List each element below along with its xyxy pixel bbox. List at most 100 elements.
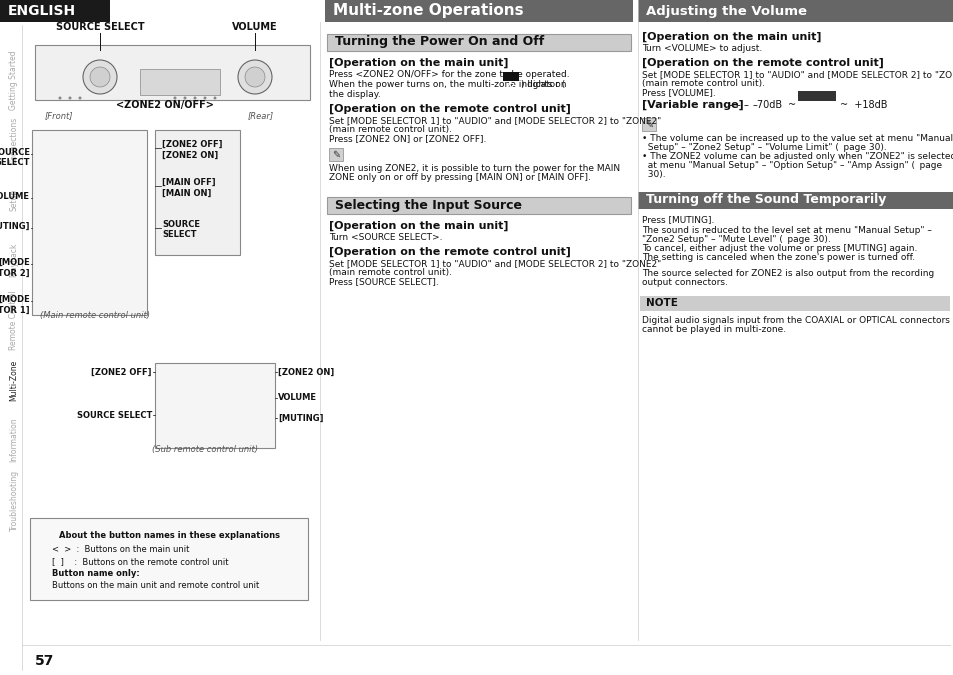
Circle shape: [237, 60, 272, 94]
Text: SOURCE
SELECT: SOURCE SELECT: [0, 148, 30, 167]
Text: Press [SOURCE SELECT].: Press [SOURCE SELECT].: [329, 277, 438, 286]
Bar: [154, 363, 274, 448]
Text: • The volume can be increased up to the value set at menu "Manual: • The volume can be increased up to the …: [641, 134, 952, 143]
Text: <ZONE2 ON/OFF>: <ZONE2 ON/OFF>: [116, 100, 213, 110]
Text: The source selected for ZONE2 is also output from the recording: The source selected for ZONE2 is also ou…: [641, 269, 933, 278]
Text: [MUTING]: [MUTING]: [0, 222, 30, 231]
Text: Set [MODE SELECTOR 1] to "AUDIO" and [MODE SELECTOR 2] to "ZONE2": Set [MODE SELECTOR 1] to "AUDIO" and [MO…: [329, 259, 660, 268]
Bar: [327, 197, 630, 214]
Text: Troubleshooting: Troubleshooting: [10, 469, 18, 531]
Text: When the power turns on, the multi-zone indicator (: When the power turns on, the multi-zone …: [329, 80, 565, 89]
Text: Multi-Zone: Multi-Zone: [10, 359, 18, 401]
Text: [Variable range]: [Variable range]: [641, 100, 743, 110]
Circle shape: [58, 97, 61, 99]
Bar: [638, 192, 953, 209]
Text: –70dB: –70dB: [752, 100, 782, 110]
Text: Set [MODE SELECTOR 1] to "AUDIO" and [MODE SELECTOR 2] to "ZONE2": Set [MODE SELECTOR 1] to "AUDIO" and [MO…: [329, 116, 660, 125]
Text: The setting is canceled when the zone's power is turned off.: The setting is canceled when the zone's …: [641, 253, 914, 262]
Text: [ZONE2 OFF]: [ZONE2 OFF]: [91, 367, 152, 377]
Text: Selecting the Input Source: Selecting the Input Source: [335, 198, 521, 211]
Text: (Sub remote control unit): (Sub remote control unit): [152, 445, 257, 454]
Text: Getting Started: Getting Started: [10, 50, 18, 110]
Text: Information: Information: [10, 418, 18, 462]
Text: [MODE
SELECTOR 1]: [MODE SELECTOR 1]: [0, 295, 30, 315]
Text: "Zone2 Setup" – "Mute Level" ( page 30).: "Zone2 Setup" – "Mute Level" ( page 30).: [641, 235, 830, 244]
Text: Turn <VOLUME> to adjust.: Turn <VOLUME> to adjust.: [641, 44, 761, 53]
Text: SOURCE
SELECT: SOURCE SELECT: [162, 220, 200, 240]
Bar: [639, 296, 949, 311]
Circle shape: [83, 60, 117, 94]
Text: 30).: 30).: [641, 170, 665, 179]
Bar: [0, 0, 110, 22]
Text: the display.: the display.: [329, 90, 380, 99]
Text: Press [MUTING].: Press [MUTING].: [641, 215, 714, 224]
Circle shape: [213, 97, 216, 99]
Text: Turning off the Sound Temporarily: Turning off the Sound Temporarily: [645, 194, 885, 207]
Circle shape: [90, 67, 110, 87]
Text: Digital audio signals input from the COAXIAL or OPTICAL connectors: Digital audio signals input from the COA…: [641, 316, 949, 325]
Text: Press [ZONE2 ON] or [ZONE2 OFF].: Press [ZONE2 ON] or [ZONE2 OFF].: [329, 134, 486, 143]
Text: [Operation on the remote control unit]: [Operation on the remote control unit]: [329, 104, 570, 114]
Text: Z2: Z2: [505, 82, 516, 88]
Text: Press <ZONE2 ON/OFF> for the zone to be operated.: Press <ZONE2 ON/OFF> for the zone to be …: [329, 70, 569, 79]
Text: Turn <SOURCE SELECT>.: Turn <SOURCE SELECT>.: [329, 233, 442, 242]
Text: ~: ~: [787, 100, 796, 110]
Text: ) lights on: ) lights on: [520, 80, 566, 89]
Bar: [35, 45, 310, 100]
Text: [Operation on the remote control unit]: [Operation on the remote control unit]: [329, 247, 570, 257]
Bar: [327, 34, 630, 51]
Text: Adjusting the Volume: Adjusting the Volume: [645, 5, 806, 18]
Text: [MODE
SELECTOR 2]: [MODE SELECTOR 2]: [0, 258, 30, 277]
Text: [Rear]: [Rear]: [248, 111, 274, 120]
Text: –40dB: –40dB: [801, 101, 831, 110]
Text: (main remote control unit).: (main remote control unit).: [329, 268, 452, 277]
Text: ZONE only on or off by pressing [MAIN ON] or [MAIN OFF].: ZONE only on or off by pressing [MAIN ON…: [329, 173, 590, 182]
Circle shape: [78, 97, 81, 99]
Text: Connections: Connections: [10, 116, 18, 163]
Text: [ZONE2 OFF]
[ZONE2 ON]: [ZONE2 OFF] [ZONE2 ON]: [162, 140, 222, 159]
Circle shape: [245, 67, 265, 87]
Circle shape: [173, 97, 176, 99]
Text: VOLUME: VOLUME: [277, 394, 316, 402]
Text: <  >  :  Buttons on the main unit: < > : Buttons on the main unit: [52, 545, 190, 554]
Text: [Operation on the remote control unit]: [Operation on the remote control unit]: [641, 58, 882, 68]
Text: Remote Control: Remote Control: [10, 290, 18, 350]
Text: [MAIN OFF]
[MAIN ON]: [MAIN OFF] [MAIN ON]: [162, 178, 215, 197]
Text: Multi-zone Operations: Multi-zone Operations: [333, 3, 523, 18]
Bar: [638, 0, 953, 22]
Circle shape: [193, 97, 196, 99]
Text: [Operation on the main unit]: [Operation on the main unit]: [329, 221, 508, 232]
Text: Setup" – "Zone2 Setup" – "Volume Limit" ( page 30).: Setup" – "Zone2 Setup" – "Volume Limit" …: [641, 143, 886, 152]
Bar: [502, 72, 518, 81]
Text: VOLUME: VOLUME: [232, 22, 277, 32]
Text: [Operation on the main unit]: [Operation on the main unit]: [329, 58, 508, 68]
Bar: [30, 518, 308, 600]
Text: [MUTING]: [MUTING]: [277, 414, 323, 423]
Text: – – –: – – –: [727, 100, 748, 110]
Bar: [329, 148, 343, 161]
Text: ENGLISH: ENGLISH: [8, 4, 76, 18]
Text: [Front]: [Front]: [45, 111, 73, 120]
Circle shape: [183, 97, 186, 99]
Text: cannot be played in multi-zone.: cannot be played in multi-zone.: [641, 325, 785, 334]
Bar: [641, 118, 656, 131]
Text: ✎: ✎: [644, 119, 653, 130]
Bar: [154, 130, 240, 255]
Text: output connectors.: output connectors.: [641, 278, 727, 287]
Text: Turning the Power On and Off: Turning the Power On and Off: [335, 36, 543, 49]
Text: Setup: Setup: [10, 189, 18, 211]
Text: SOURCE SELECT: SOURCE SELECT: [76, 410, 152, 419]
Text: NOTE: NOTE: [645, 298, 678, 308]
Bar: [140, 69, 220, 95]
Text: • The ZONE2 volume can be adjusted only when "ZONE2" is selected: • The ZONE2 volume can be adjusted only …: [641, 152, 953, 161]
Text: Button name only:: Button name only:: [52, 569, 139, 578]
Bar: [32, 130, 147, 315]
Text: [ZONE2 ON]: [ZONE2 ON]: [277, 367, 334, 377]
Text: (Main remote control unit): (Main remote control unit): [40, 311, 150, 320]
Text: [Operation on the main unit]: [Operation on the main unit]: [641, 32, 821, 43]
Bar: [797, 91, 835, 101]
Text: About the button names in these explanations: About the button names in these explanat…: [59, 531, 280, 540]
Text: SOURCE SELECT: SOURCE SELECT: [55, 22, 144, 32]
Text: VOLUME: VOLUME: [0, 192, 30, 201]
Text: at menu "Manual Setup" – "Option Setup" – "Amp Assign" ( page: at menu "Manual Setup" – "Option Setup" …: [641, 161, 942, 170]
